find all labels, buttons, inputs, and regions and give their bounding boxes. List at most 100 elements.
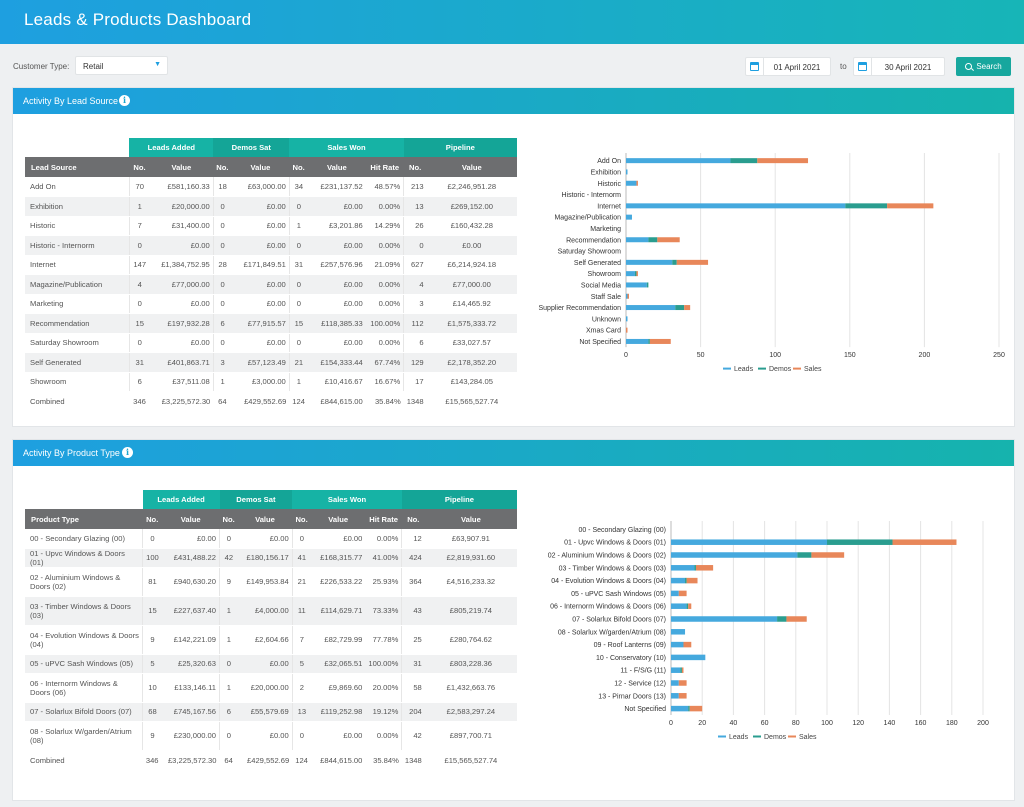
- bar-sales[interactable]: [786, 616, 807, 622]
- column-header[interactable]: Value: [307, 157, 366, 177]
- legend-label[interactable]: Leads: [734, 366, 754, 373]
- bar-sales[interactable]: [689, 705, 703, 712]
- bar-sales[interactable]: [681, 667, 684, 673]
- bar-leads[interactable]: [626, 271, 635, 277]
- calendar-icon[interactable]: [746, 58, 764, 75]
- legend-label[interactable]: Demos: [764, 734, 787, 741]
- column-header[interactable]: No.: [129, 157, 150, 177]
- column-header[interactable]: Value: [426, 157, 517, 177]
- bar-sales[interactable]: [676, 259, 709, 265]
- date-from-field[interactable]: 01 April 2021: [745, 57, 831, 76]
- bar-leads[interactable]: [626, 169, 628, 175]
- info-icon[interactable]: i: [119, 95, 130, 106]
- column-header[interactable]: Lead Source: [25, 157, 130, 177]
- column-header[interactable]: No.: [292, 509, 311, 529]
- calendar-icon[interactable]: [854, 58, 872, 75]
- column-header[interactable]: No.: [142, 509, 162, 529]
- bar-demos[interactable]: [680, 667, 682, 673]
- column-header[interactable]: Value: [149, 157, 214, 177]
- column-header[interactable]: No.: [403, 157, 427, 177]
- bar-leads[interactable]: [626, 180, 637, 186]
- bar-demos[interactable]: [634, 271, 637, 277]
- bar-leads[interactable]: [671, 654, 706, 661]
- bar-leads[interactable]: [626, 316, 628, 322]
- column-header[interactable]: No.: [213, 157, 232, 177]
- bar-demos[interactable]: [675, 305, 685, 311]
- search-button[interactable]: Search: [956, 57, 1011, 76]
- bar-demos[interactable]: [686, 603, 689, 609]
- bar-leads[interactable]: [671, 539, 827, 545]
- column-header[interactable]: Value: [424, 509, 517, 529]
- bar-leads[interactable]: [671, 590, 679, 597]
- bar-leads[interactable]: [671, 641, 684, 648]
- bar-sales[interactable]: [627, 293, 629, 299]
- bar-sales[interactable]: [811, 552, 845, 558]
- legend-label[interactable]: Sales: [804, 366, 822, 373]
- bar-sales[interactable]: [626, 327, 628, 333]
- customer-type-select[interactable]: Retail ▼: [75, 56, 168, 75]
- column-header[interactable]: No.: [401, 509, 425, 529]
- bar-leads[interactable]: [671, 603, 687, 609]
- bar-demos[interactable]: [688, 705, 690, 712]
- bar-sales[interactable]: [757, 158, 809, 164]
- bar-demos[interactable]: [730, 158, 758, 164]
- bar-sales[interactable]: [688, 603, 692, 609]
- bar-sales[interactable]: [636, 271, 638, 277]
- bar-sales[interactable]: [636, 180, 638, 186]
- bar-leads[interactable]: [626, 237, 649, 243]
- bar-leads[interactable]: [671, 680, 679, 686]
- bar-leads[interactable]: [671, 577, 686, 584]
- bar-leads[interactable]: [626, 282, 647, 288]
- bar-sales[interactable]: [695, 565, 714, 571]
- bar-demos[interactable]: [685, 577, 687, 584]
- bar-leads[interactable]: [671, 693, 679, 699]
- bar-leads[interactable]: [671, 565, 695, 571]
- bar-leads[interactable]: [626, 203, 846, 209]
- bar-leads[interactable]: [671, 705, 689, 712]
- bar-sales[interactable]: [649, 338, 671, 344]
- bar-demos[interactable]: [777, 616, 787, 622]
- column-header[interactable]: Value: [237, 509, 293, 529]
- column-header[interactable]: Value: [161, 509, 220, 529]
- bar-sales[interactable]: [887, 203, 934, 209]
- bar-leads[interactable]: [671, 616, 778, 622]
- bar-leads[interactable]: [626, 214, 632, 220]
- column-header[interactable]: No.: [289, 157, 308, 177]
- bar-leads[interactable]: [671, 629, 686, 635]
- column-header[interactable]: Hit Rate: [365, 157, 404, 177]
- info-icon[interactable]: i: [122, 447, 133, 458]
- bar-sales[interactable]: [684, 305, 691, 311]
- bar-demos[interactable]: [797, 552, 812, 558]
- bar-sales[interactable]: [657, 237, 680, 243]
- column-header[interactable]: No.: [219, 509, 238, 529]
- bar-sales[interactable]: [686, 577, 698, 584]
- bar-sales[interactable]: [678, 590, 687, 597]
- date-to-field[interactable]: 30 April 2021: [853, 57, 945, 76]
- column-header[interactable]: Product Type: [25, 509, 143, 529]
- column-header[interactable]: Value: [310, 509, 366, 529]
- bar-sales[interactable]: [678, 680, 687, 686]
- bar-leads[interactable]: [671, 667, 681, 673]
- bar-leads[interactable]: [626, 338, 649, 344]
- bar-sales[interactable]: [678, 693, 687, 699]
- bar-leads[interactable]: [626, 293, 628, 299]
- bar-sales[interactable]: [683, 641, 692, 648]
- bar-demos[interactable]: [827, 539, 893, 545]
- bar-demos[interactable]: [648, 338, 650, 344]
- bar-leads[interactable]: [671, 552, 798, 558]
- bar-sales[interactable]: [892, 539, 957, 545]
- bar-leads[interactable]: [626, 305, 676, 311]
- bar-leads[interactable]: [626, 158, 731, 164]
- bar-leads[interactable]: [626, 259, 673, 265]
- legend-label[interactable]: Sales: [799, 734, 817, 741]
- legend-label[interactable]: Demos: [769, 366, 792, 373]
- bar-demos[interactable]: [845, 203, 888, 209]
- column-header[interactable]: Hit Rate: [365, 509, 402, 529]
- legend-label[interactable]: Leads: [729, 734, 749, 741]
- column-header[interactable]: Value: [231, 157, 290, 177]
- bar-demos[interactable]: [694, 565, 696, 571]
- bar-demos[interactable]: [646, 282, 649, 288]
- bar-demos[interactable]: [672, 259, 677, 265]
- bar-demos[interactable]: [648, 237, 658, 243]
- y-category-label: Recommendation: [566, 237, 621, 244]
